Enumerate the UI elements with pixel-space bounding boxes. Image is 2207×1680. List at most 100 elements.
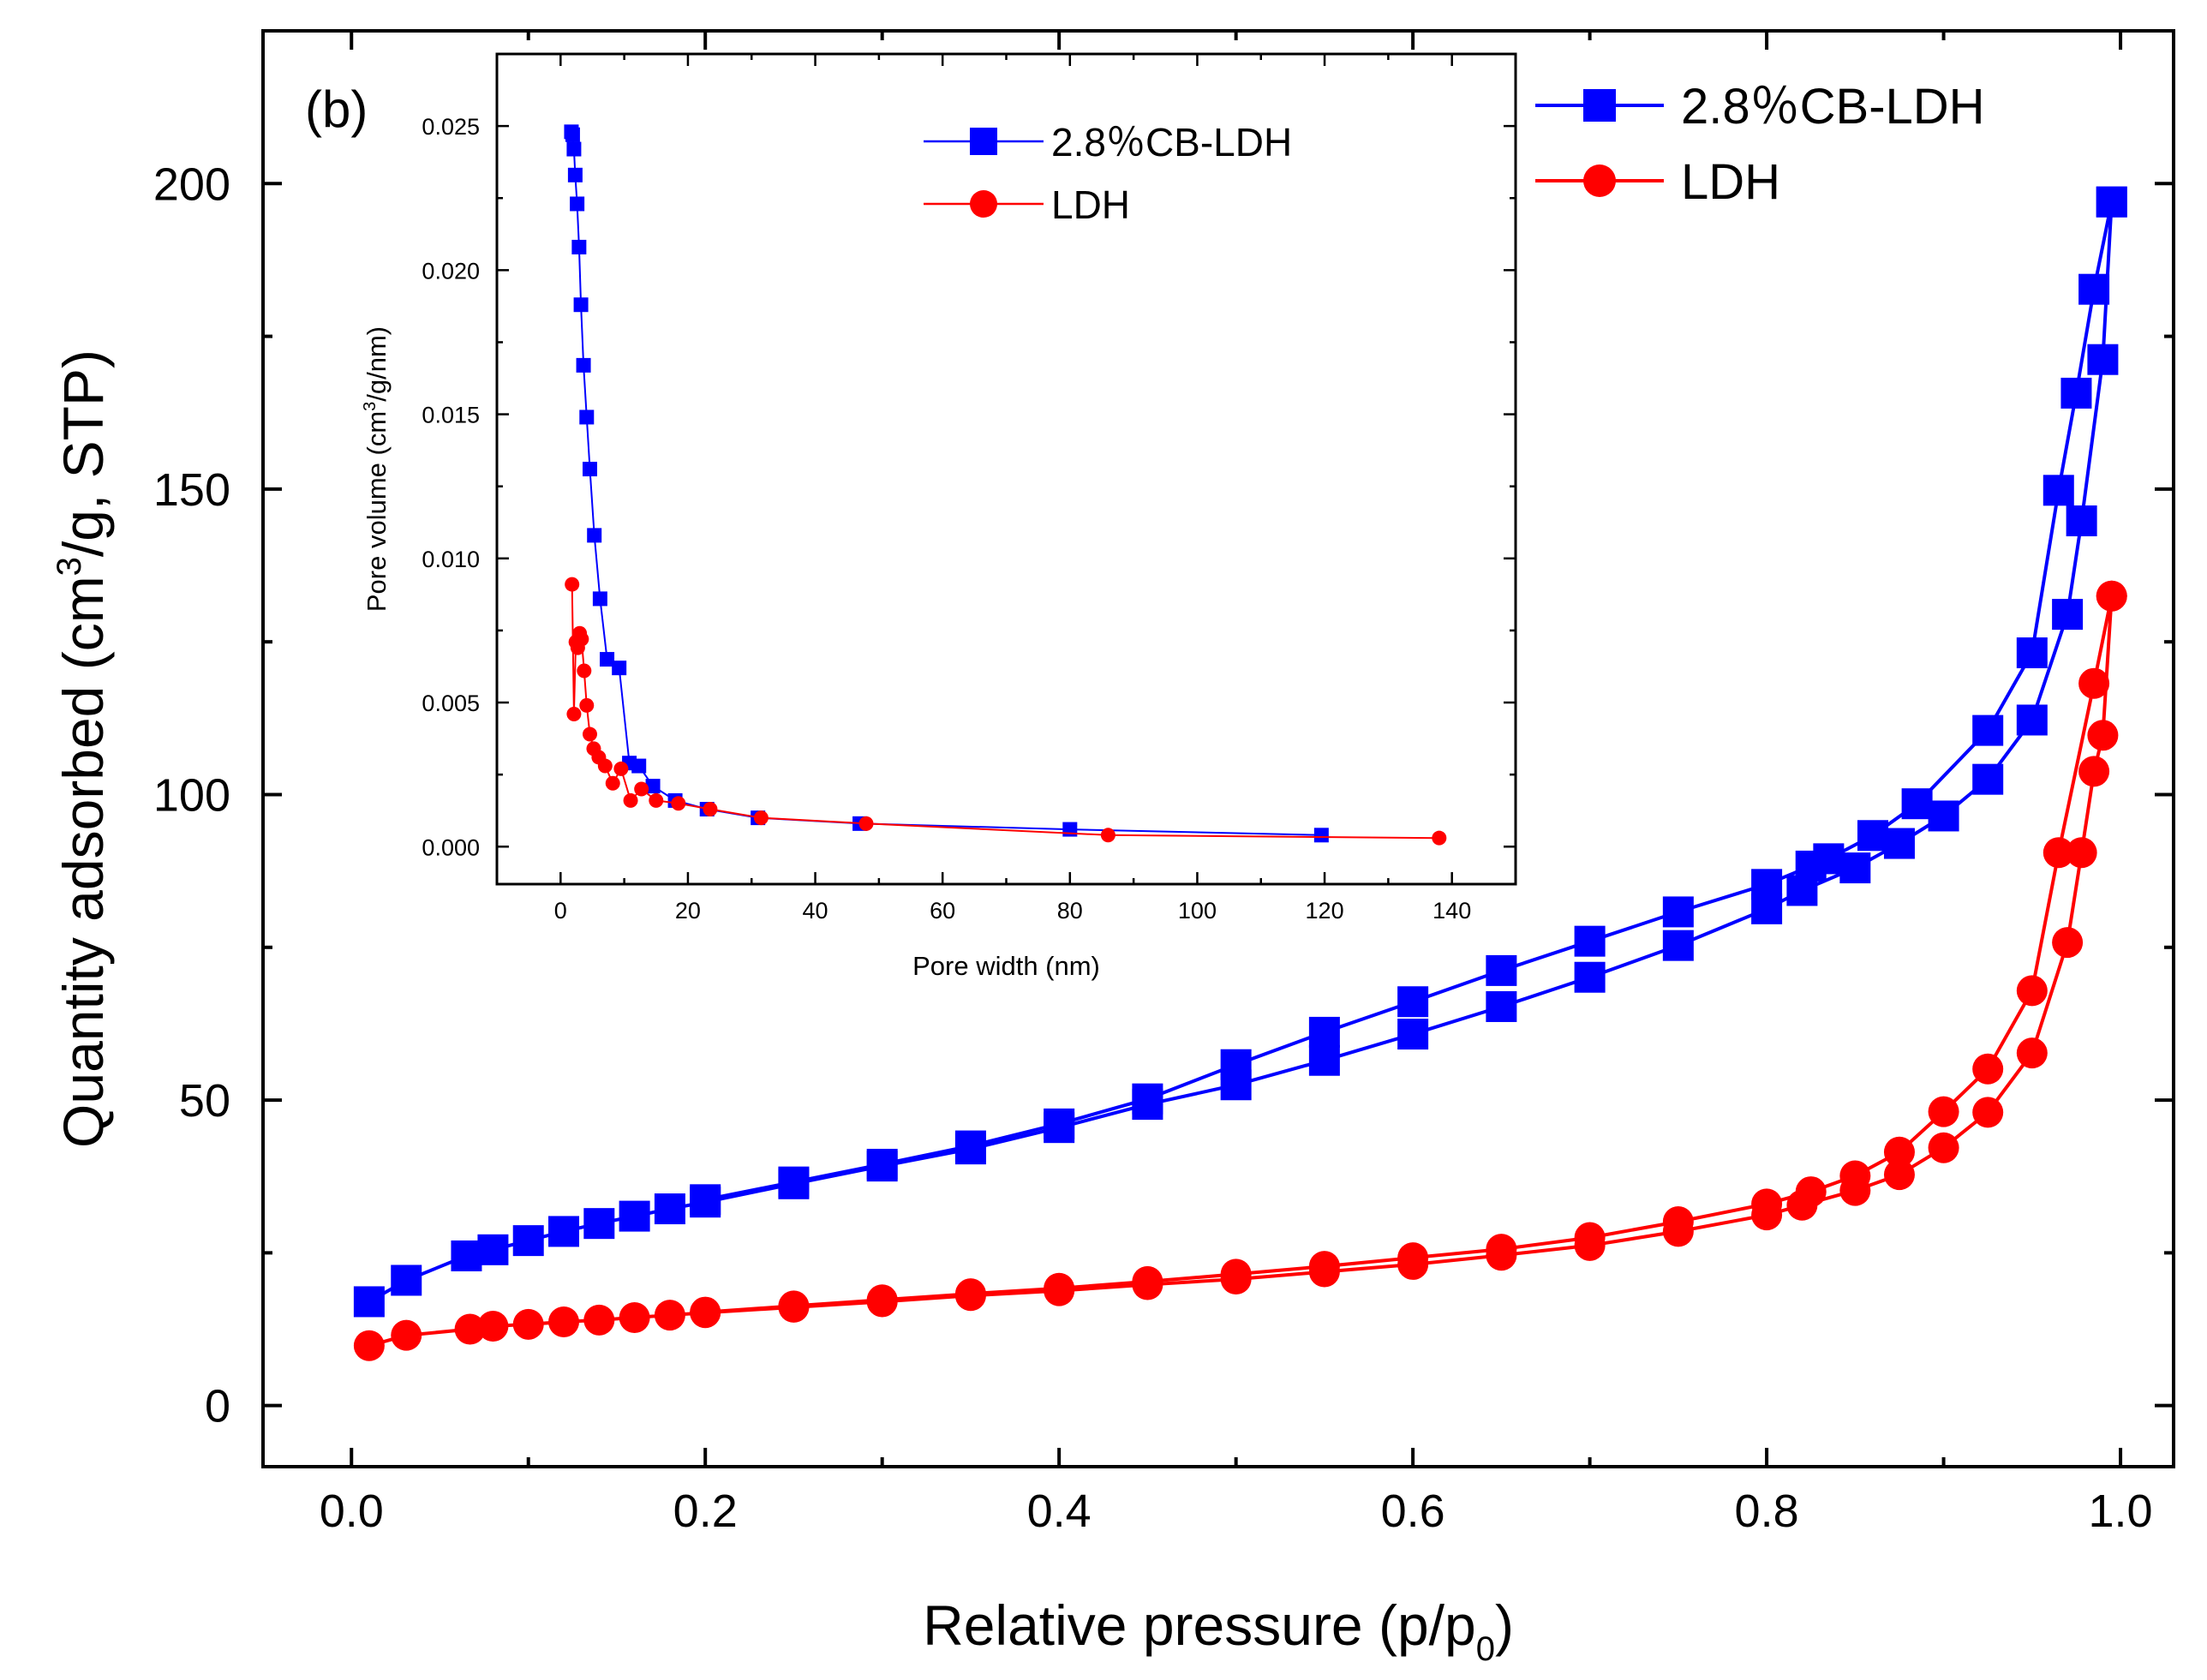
ldh-adsorption-point — [1883, 1159, 1915, 1191]
ldh-desorption-point — [2016, 975, 2048, 1007]
ldh-adsorption-point — [2078, 756, 2110, 787]
main-x-tick-label: 0.6 — [1381, 1486, 1445, 1537]
inset-ldh-point — [1100, 828, 1115, 843]
inset-2.8-cb-ldh-point — [587, 528, 602, 543]
2.8-cb-ldh-desorption-point — [778, 1166, 810, 1198]
main-x-tick-label: 0.4 — [1027, 1486, 1092, 1537]
inset-ldh-point — [613, 761, 629, 776]
inset-ticks: 0 20 40 60 80 100 120 140 0.000 0.005 0.010 0.015 0.… — [422, 54, 1516, 924]
ldh-adsorption-point — [477, 1310, 509, 1342]
ldh-adsorption-point — [548, 1306, 580, 1337]
2.8-cb-ldh-desorption-point — [2060, 377, 2092, 409]
main-legend-marker — [1583, 89, 1616, 122]
inset-2.8-cb-ldh-point — [592, 591, 607, 607]
ldh-desorption-point — [1574, 1222, 1606, 1253]
ldh-desorption-point — [1751, 1188, 1783, 1220]
inset-2.8-cb-ldh-point — [1062, 822, 1078, 837]
inset-legend-marker — [970, 128, 997, 155]
inset-2.8-cb-ldh-point — [579, 410, 595, 425]
inset-y-tick-label: 0.015 — [422, 403, 480, 428]
ldh-adsorption-point — [1972, 1097, 2004, 1128]
2.8-cb-ldh-adsorption-point — [477, 1234, 509, 1265]
2.8-cb-ldh-desorption-point — [1857, 820, 1888, 852]
ldh-adsorption-point — [391, 1319, 422, 1351]
main-legend-label: LDH — [1681, 154, 1780, 210]
inset-legend: 2.8％CB-LDH LDH — [924, 120, 1292, 227]
ldh-desorption-point — [778, 1290, 810, 1322]
2.8-cb-ldh-desorption-point — [690, 1184, 721, 1216]
ldh-adsorption-point — [619, 1301, 650, 1333]
2.8-cb-ldh-adsorption-point — [1662, 930, 1694, 961]
inset-2.8-cb-ldh-point — [1313, 828, 1329, 843]
ldh-adsorption-point — [2016, 1037, 2048, 1069]
ldh-desorption-point — [954, 1278, 986, 1310]
ldh-desorption-point — [2096, 580, 2127, 612]
ldh-adsorption-point — [654, 1300, 685, 1331]
ldh-desorption-point — [866, 1284, 898, 1316]
ldh-adsorption-point — [353, 1330, 385, 1361]
2.8-cb-ldh-adsorption-point — [654, 1193, 685, 1225]
2.8-cb-ldh-desorption-point — [954, 1130, 986, 1162]
ldh-desorption-point — [690, 1296, 721, 1328]
inset-ldh-point — [649, 792, 664, 808]
inset-ldh-point — [574, 631, 589, 647]
inset-series-ldh — [565, 577, 1447, 846]
2.8-cb-ldh-adsorption-point — [2066, 505, 2097, 536]
inset-2.8-cb-ldh-point — [567, 167, 583, 182]
inset-2.8-cb-ldh-point — [631, 758, 647, 774]
inset-plot: 0 20 40 60 80 100 120 140 0.000 0.005 0.010 0.015 0.… — [361, 52, 1517, 981]
ldh-adsorption-point — [2087, 720, 2119, 751]
2.8-cb-ldh-desorption-point — [1662, 896, 1694, 928]
panel-label: (b) — [305, 81, 368, 138]
2.8-cb-ldh-adsorption-point — [391, 1264, 422, 1296]
ldh-adsorption-point — [583, 1304, 615, 1336]
main-y-tick-label: 0 — [205, 1381, 230, 1432]
2.8-cb-ldh-desorption-point — [1397, 986, 1429, 1018]
x-label-subscript: 0 — [1476, 1630, 1495, 1668]
inset-legend-marker — [970, 190, 997, 218]
2.8-cb-ldh-adsorption-point — [2087, 344, 2119, 375]
2.8-cb-ldh-desorption-point — [1574, 925, 1606, 957]
main-y-tick-label: 200 — [153, 158, 230, 210]
inset-x-tick-label: 120 — [1306, 898, 1344, 924]
inset-x-tick-label: 40 — [803, 898, 828, 924]
main-y-tick-label: 100 — [153, 769, 230, 821]
ldh-desorption-point — [1044, 1272, 1075, 1304]
inset-y-tick-label: 0.000 — [422, 834, 480, 860]
inset-ldh-point — [565, 577, 580, 592]
ldh-desorption-point — [1795, 1176, 1827, 1208]
ldh-desorption-point — [1839, 1160, 1871, 1192]
inset-x-tick-label: 140 — [1432, 898, 1471, 924]
main-x-tick-label: 1.0 — [2089, 1486, 2153, 1537]
series-ldh — [353, 580, 2127, 1361]
2.8-cb-ldh-desorption-point — [2078, 273, 2110, 305]
main-plot: 0.0 0.2 0.4 0.6 0.8 1.00501001502002.8％CB-LDH… — [51, 29, 2175, 1668]
ldh-desorption-point — [1220, 1259, 1252, 1290]
2.8-cb-ldh-desorption-point — [2016, 637, 2048, 669]
x-label-end: ) — [1495, 1593, 1514, 1657]
ldh-desorption-point — [1972, 1053, 2004, 1085]
ldh-adsorption-point — [512, 1308, 544, 1340]
2.8-cb-ldh-adsorption-point — [1883, 828, 1915, 859]
main-y-tick-label: 50 — [179, 1075, 230, 1127]
ldh-adsorption-point — [454, 1313, 486, 1345]
main-x-tick-label: 0.2 — [673, 1486, 738, 1537]
inset-y-label-superscript: 3 — [361, 402, 380, 411]
ldh-desorption-point — [1883, 1136, 1915, 1168]
ldh-desorption-point — [1662, 1206, 1694, 1238]
2.8-cb-ldh-desorption-point — [1901, 788, 1933, 820]
2.8-cb-ldh-desorption-point — [1132, 1083, 1163, 1115]
inset-x-tick-label: 20 — [675, 898, 701, 924]
2.8-cb-ldh-adsorption-point — [1839, 852, 1871, 884]
inset-x-tick-label: 0 — [554, 898, 567, 924]
inset-2.8-cb-ldh-point — [570, 196, 585, 212]
2.8-cb-ldh-adsorption-point — [1574, 961, 1606, 993]
ldh-desorption-point — [1132, 1265, 1163, 1297]
inset-ldh-point — [579, 697, 595, 713]
2.8-cb-ldh-adsorption-point — [1972, 763, 2004, 795]
inset-ldh-point — [577, 663, 592, 679]
inset-ldh-point — [753, 810, 769, 826]
main-x-tick-label: 0.8 — [1735, 1486, 1799, 1537]
